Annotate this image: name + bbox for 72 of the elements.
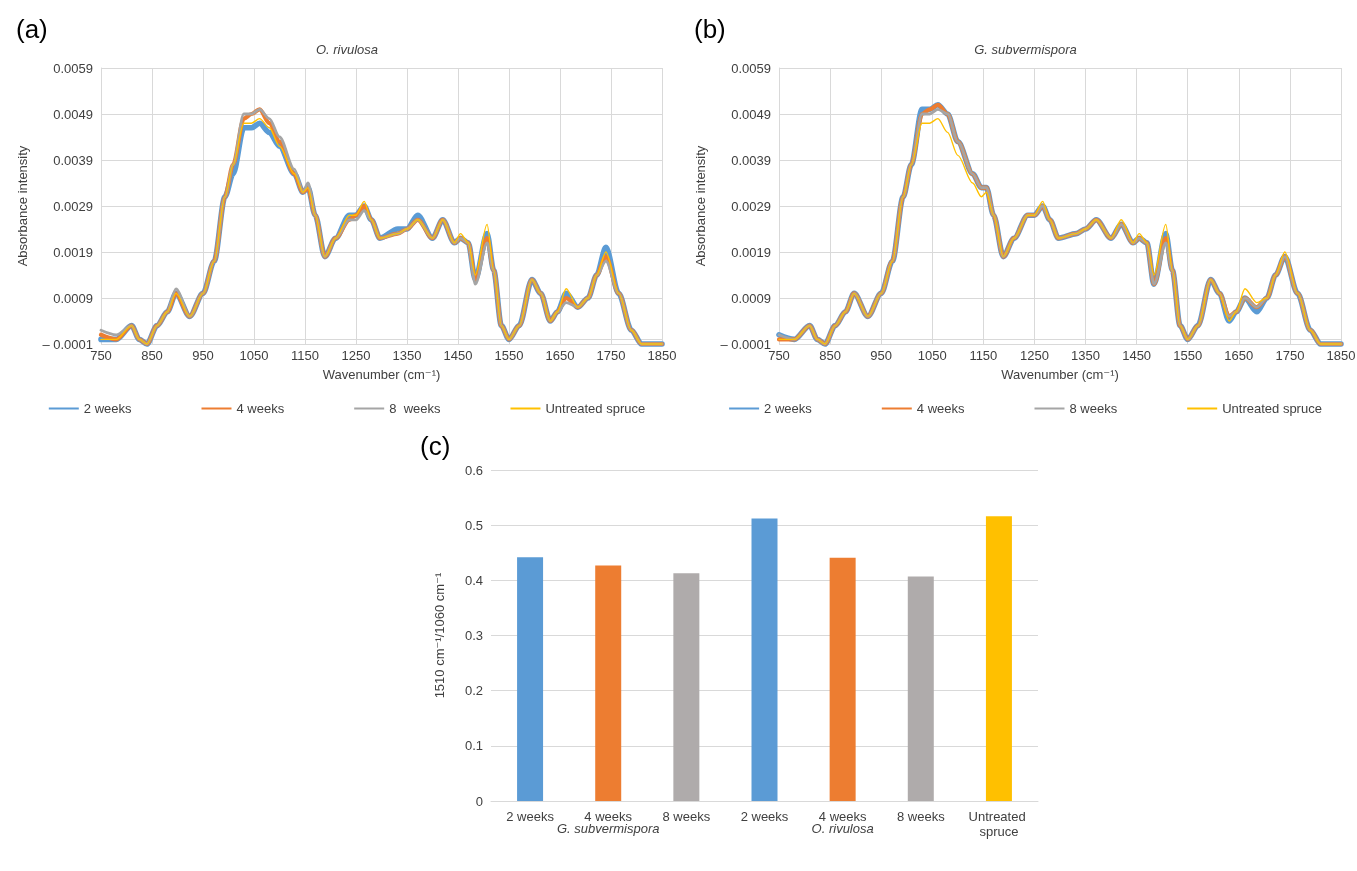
x-tick-label: 850 <box>141 348 163 363</box>
x-tick-label: 1350 <box>1071 348 1101 363</box>
x-tick-label: 4 weeks <box>818 809 867 824</box>
x-tick-label: 1850 <box>1326 348 1356 363</box>
chart-title: O. rivulosa <box>315 42 379 57</box>
chart-title: G. subvermispora <box>974 42 1077 57</box>
x-tick-label: 1550 <box>494 348 524 363</box>
y-tick-label: 0.0029 <box>731 198 771 214</box>
x-tick-label: 1550 <box>1173 348 1203 363</box>
y-tick-label: 0.0019 <box>731 244 771 260</box>
x-tick-label: 1250 <box>1019 348 1049 363</box>
y-tick-label: 0.0039 <box>731 152 771 168</box>
x-tick-label: 1650 <box>1224 348 1254 363</box>
y-tick-label: 0.0049 <box>731 106 771 122</box>
y-tick-label: 0 <box>475 793 483 809</box>
x-tick-label: 8 weeks <box>896 809 946 824</box>
y-axis-title: Absorbance intensity <box>693 145 708 267</box>
x-tick-label: 1050 <box>239 348 269 363</box>
x-tick-label: 1250 <box>341 348 371 363</box>
y-tick-label: – 0.0001 <box>720 336 771 352</box>
y-tick-label: 0.4 <box>464 572 483 588</box>
text: (b) <box>694 14 726 44</box>
y-axis-title: 1510 cm⁻¹/1060 cm⁻¹ <box>432 571 447 699</box>
x-tick-label: 750 <box>768 348 790 363</box>
x-tick-label: 2 weeks <box>506 809 555 824</box>
legend-label: 8 weeks <box>1069 401 1118 416</box>
y-tick-label: 0.5 <box>464 517 483 533</box>
y-tick-label: 0.0009 <box>731 290 771 306</box>
y-tick-label: 0.3 <box>464 628 483 643</box>
legend-label: Untreated spruce <box>1222 401 1322 416</box>
y-tick-label: – 0.0001 <box>42 336 93 352</box>
legend-label: 8 weeks <box>389 401 441 416</box>
x-tick-label: 1750 <box>596 348 626 363</box>
y-tick-label: 0.0049 <box>53 106 93 122</box>
text: (c) <box>420 431 451 461</box>
text: O. rivulosa <box>811 821 874 836</box>
x-tick-label: 950 <box>192 348 214 363</box>
x-tick-label: 850 <box>819 348 841 363</box>
y-tick-label: 0.0009 <box>53 290 93 306</box>
y-tick-label: 0.0029 <box>53 198 93 214</box>
legend-label: Untreated spruce <box>545 401 646 416</box>
text: (a) <box>16 14 48 44</box>
legend-label: 4 weeks <box>916 401 965 416</box>
x-tick-label: 1050 <box>917 348 947 363</box>
x-tick-label: 1350 <box>392 348 422 363</box>
x-tick-label: 1150 <box>291 348 319 363</box>
x-tick-label: 8 weeks <box>662 809 711 824</box>
y-tick-label: 0.2 <box>464 683 483 699</box>
x-axis-title: Wavenumber (cm⁻¹) <box>322 367 441 382</box>
x-tick-label: 750 <box>90 348 112 363</box>
legend-label: 4 weeks <box>236 401 285 416</box>
x-tick-label: 1150 <box>969 348 998 363</box>
y-tick-label: 0.0039 <box>53 152 93 168</box>
x-tick-label: Untreated spruce <box>968 809 1030 839</box>
y-axis-title: Absorbance intensity <box>15 145 30 267</box>
x-tick-label: 4 weeks <box>584 809 633 824</box>
x-axis-title: Wavenumber (cm⁻¹) <box>1001 367 1119 382</box>
y-tick-label: 0.0059 <box>731 60 771 76</box>
y-tick-label: 0.6 <box>464 462 483 478</box>
x-tick-label: 1650 <box>545 348 575 363</box>
legend-label: 2 weeks <box>764 401 813 416</box>
x-tick-label: 1450 <box>443 348 473 363</box>
y-tick-label: 0.1 <box>464 738 483 754</box>
x-tick-label: 1450 <box>1122 348 1152 363</box>
legend-label: 2 weeks <box>83 401 132 416</box>
x-tick-label: 1850 <box>647 348 677 363</box>
x-tick-label: 2 weeks <box>740 809 789 824</box>
y-tick-label: 0.0059 <box>53 60 93 76</box>
x-tick-label: 950 <box>870 348 893 363</box>
y-tick-label: 0.0019 <box>53 244 93 260</box>
x-tick-label: 1750 <box>1275 348 1305 363</box>
text: G. subvermispora <box>556 821 660 836</box>
